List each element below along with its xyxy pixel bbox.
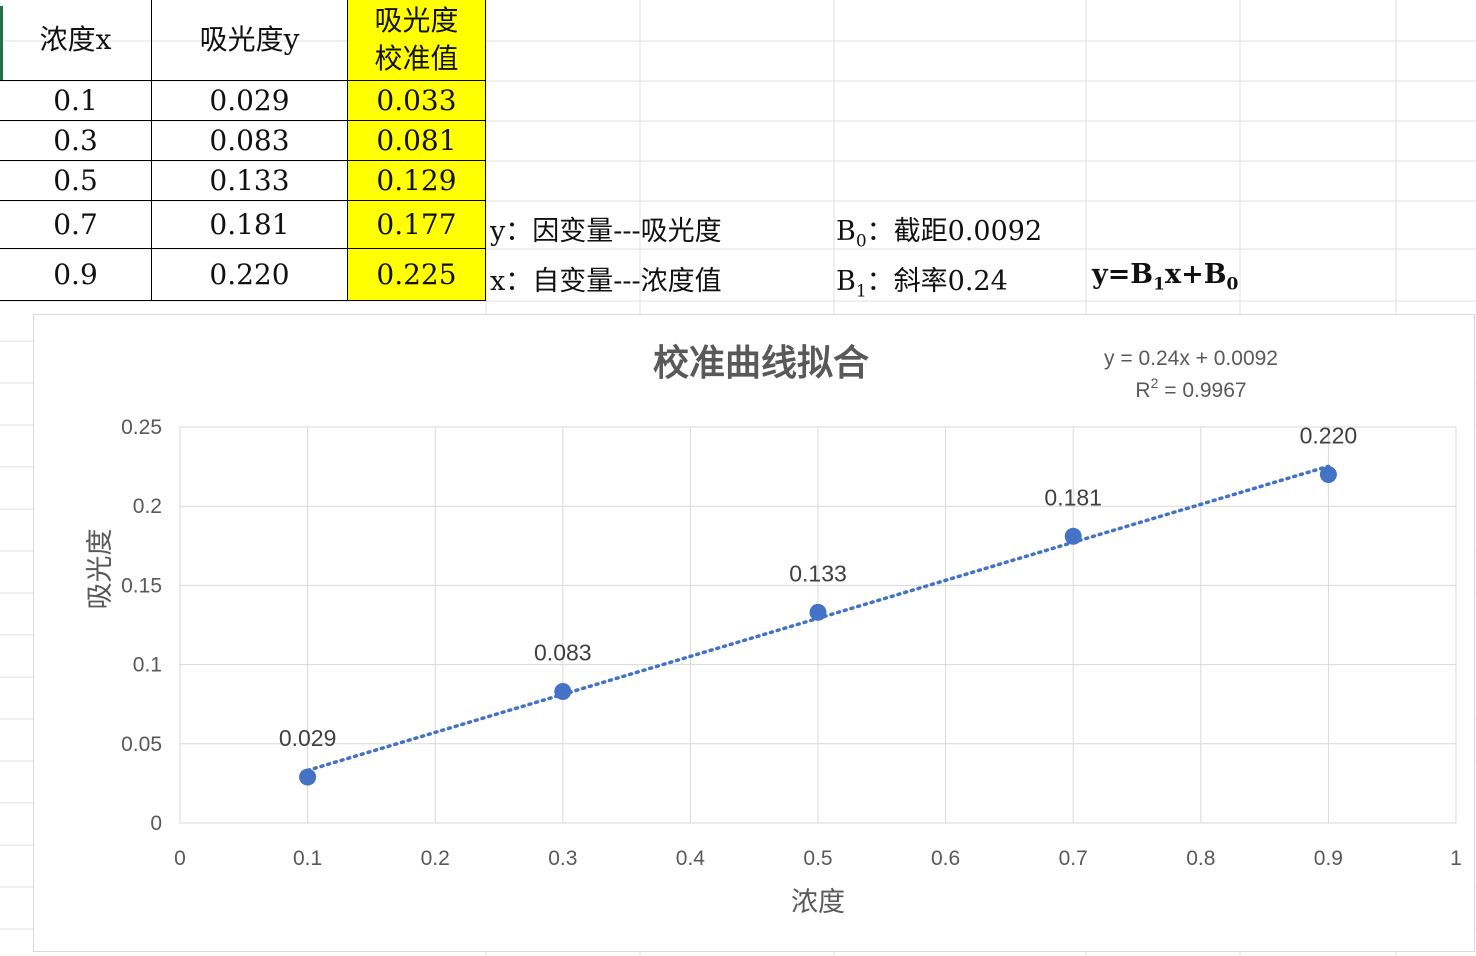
header-cell-concentration[interactable]: 浓度x [0, 0, 152, 81]
data-label: 0.181 [1044, 484, 1102, 510]
table-cell[interactable]: 0.5 [0, 161, 152, 201]
data-label: 0.220 [1300, 423, 1358, 449]
x-tick-label: 0.1 [293, 847, 322, 870]
table-cell[interactable]: 0.1 [0, 81, 152, 121]
table-cell[interactable]: 0.7 [0, 201, 152, 249]
b0-subscript: 0 [855, 231, 867, 252]
header-line-1: 吸光度 [374, 4, 459, 38]
r-squared-letter: R [1135, 379, 1150, 402]
b1-letter: B [836, 266, 856, 297]
table-cell[interactable]: 0.133 [152, 161, 348, 201]
formula-part-1: y=B [1092, 259, 1154, 290]
trendline-equation: y = 0.24x + 0.0092 [1104, 347, 1278, 370]
b0-letter: B [836, 216, 856, 247]
formula-sub-1: 1 [1153, 274, 1165, 295]
b0-text: ：截距0.0092 [866, 216, 1043, 247]
r-squared-label: R2 = 0.9967 [1135, 375, 1246, 402]
x-tick-label: 0.5 [803, 847, 832, 870]
table-cell[interactable]: 0.083 [152, 121, 348, 161]
table-cell[interactable]: 0.225 [348, 249, 486, 301]
r-squared-superscript: 2 [1151, 375, 1159, 391]
table-cell[interactable]: 0.220 [152, 249, 348, 301]
x-tick-label: 0.8 [1186, 847, 1215, 870]
y-tick-label: 0.2 [133, 495, 162, 518]
x-tick-label: 0.6 [931, 847, 960, 870]
data-label: 0.083 [534, 640, 592, 666]
y-tick-label: 0.25 [121, 416, 162, 439]
x-tick-label: 0.3 [548, 847, 577, 870]
table-cell[interactable]: 0.177 [348, 201, 486, 249]
x-tick-label: 0.4 [676, 847, 706, 870]
y-tick-label: 0.1 [133, 654, 162, 677]
formula-sub-0: 0 [1226, 274, 1239, 295]
data-point [1319, 466, 1337, 484]
data-label: 0.133 [789, 560, 847, 586]
chart-title: 校准曲线拟合 [653, 343, 869, 384]
table-cell[interactable]: 0.3 [0, 121, 152, 161]
y-variable-note[interactable]: y：因变量---吸光度 [490, 216, 722, 247]
x-tick-label: 0.2 [421, 847, 450, 870]
slope-note[interactable]: B1：斜率0.24 [836, 259, 1008, 301]
b1-subscript: 1 [855, 281, 867, 302]
x-tick-label: 1 [1450, 847, 1462, 870]
regression-formula[interactable]: y=B1x+B0 [1092, 259, 1238, 294]
formula-part-2: x+B [1164, 259, 1227, 290]
x-tick-label: 0.7 [1059, 847, 1088, 870]
table-cell[interactable]: 0.029 [152, 81, 348, 121]
y-tick-label: 0.05 [121, 733, 162, 756]
data-point [554, 683, 572, 701]
table-cell[interactable]: 0.081 [348, 121, 486, 161]
intercept-note[interactable]: B0：截距0.0092 [836, 209, 1042, 251]
data-label: 0.029 [279, 725, 337, 751]
x-tick-label: 0.9 [1314, 847, 1343, 870]
header-line-2: 校准值 [374, 42, 459, 75]
table-cell[interactable]: 0.9 [0, 249, 152, 301]
table-cell[interactable]: 0.181 [152, 201, 348, 249]
data-point [299, 768, 317, 786]
y-tick-label: 0 [150, 812, 162, 835]
selection-indicator [0, 6, 3, 80]
x-tick-label: 0 [174, 847, 186, 870]
table-cell[interactable]: 0.129 [348, 161, 486, 201]
header-cell-calibrated-absorbance[interactable]: 吸光度 校准值 [348, 0, 486, 81]
calibration-chart[interactable]: 0 0.1 0.2 0.3 0.4 0.5 0.6 0.7 0.8 0.9 1 0 0.05 0.1 0.1… [33, 314, 1475, 952]
x-variable-note[interactable]: x：自变量---浓度值 [490, 266, 722, 297]
header-cell-absorbance[interactable]: 吸光度y [152, 0, 348, 81]
chart-canvas: 0 0.1 0.2 0.3 0.4 0.5 0.6 0.7 0.8 0.9 1 0 0.05 0.1 0.1… [85, 343, 1462, 918]
y-axis-title: 吸光度 [85, 529, 116, 610]
data-point [809, 603, 827, 621]
y-tick-label: 0.15 [121, 574, 162, 597]
x-axis-title: 浓度 [791, 887, 845, 918]
table-cell[interactable]: 0.033 [348, 81, 486, 121]
data-point [1064, 527, 1082, 545]
r-squared-value: = 0.9967 [1158, 379, 1246, 402]
b1-text: ：斜率0.24 [866, 266, 1008, 297]
